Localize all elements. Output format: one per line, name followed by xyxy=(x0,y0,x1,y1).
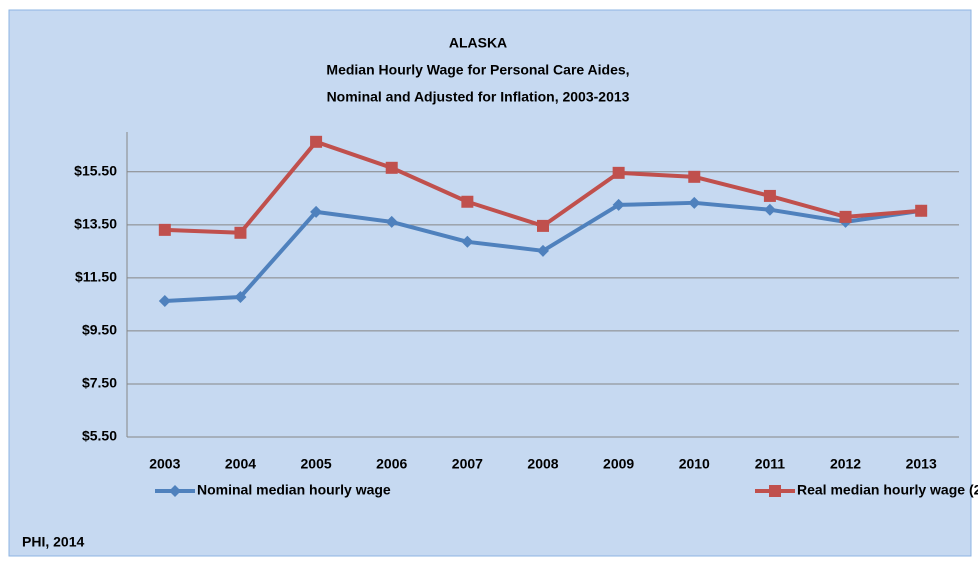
y-tick-label: $5.50 xyxy=(82,428,117,444)
data-point xyxy=(310,205,323,218)
y-tick-label: $13.50 xyxy=(74,216,117,232)
legend-marker xyxy=(169,485,181,497)
chart-title: Nominal and Adjusted for Inflation, 2003… xyxy=(327,89,630,105)
data-point xyxy=(158,294,171,307)
chart-title: ALASKA xyxy=(449,35,507,51)
chart-title: Median Hourly Wage for Personal Care Aid… xyxy=(326,62,629,78)
x-tick-label: 2005 xyxy=(301,456,332,472)
chart-background xyxy=(8,9,972,557)
legend-label: Nominal median hourly wage xyxy=(197,482,391,498)
data-point xyxy=(158,223,171,236)
x-tick-label: 2013 xyxy=(906,456,937,472)
x-tick-label: 2009 xyxy=(603,456,634,472)
data-point xyxy=(839,210,852,223)
data-point xyxy=(461,195,474,208)
data-point xyxy=(612,166,625,179)
data-point xyxy=(612,198,625,211)
data-point xyxy=(385,215,398,228)
data-point xyxy=(915,204,928,217)
source-note: PHI, 2014 xyxy=(22,534,84,550)
data-point xyxy=(763,189,776,202)
x-tick-label: 2006 xyxy=(376,456,407,472)
y-tick-label: $9.50 xyxy=(82,322,117,338)
x-tick-label: 2003 xyxy=(149,456,180,472)
x-tick-label: 2007 xyxy=(452,456,483,472)
x-tick-label: 2004 xyxy=(225,456,256,472)
data-point xyxy=(461,235,474,248)
data-point xyxy=(688,170,701,183)
data-point xyxy=(310,135,323,148)
x-tick-label: 2008 xyxy=(527,456,558,472)
data-point xyxy=(537,244,549,257)
legend-label: Real median hourly wage (2013 dollars) xyxy=(797,482,978,498)
data-point xyxy=(234,226,247,239)
data-point xyxy=(537,219,549,232)
y-tick-label: $7.50 xyxy=(82,375,117,391)
data-point xyxy=(385,161,398,174)
y-tick-label: $15.50 xyxy=(74,162,117,178)
x-tick-label: 2012 xyxy=(830,456,861,472)
x-tick-label: 2010 xyxy=(679,456,710,472)
x-tick-label: 2011 xyxy=(755,456,786,472)
data-point xyxy=(234,290,247,303)
y-tick-label: $11.50 xyxy=(75,269,117,285)
data-point xyxy=(763,203,776,216)
legend-marker xyxy=(769,485,781,497)
data-point xyxy=(688,196,701,209)
